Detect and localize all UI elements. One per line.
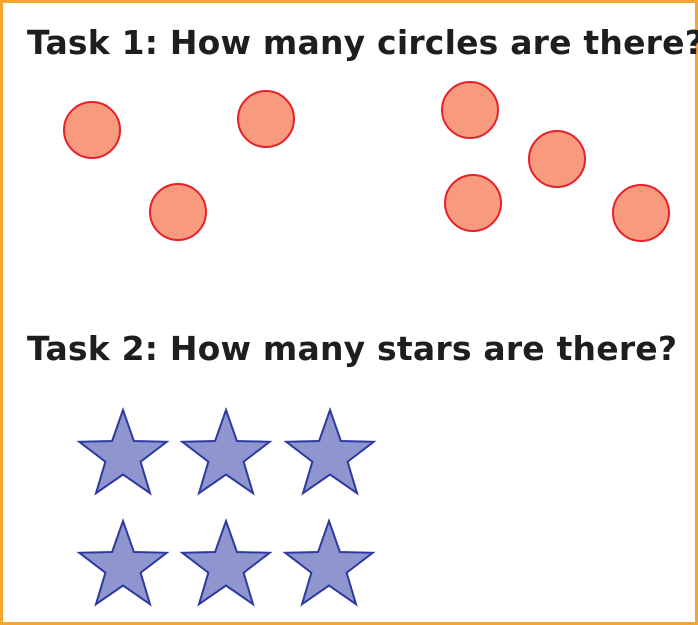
circle <box>63 101 121 159</box>
star <box>179 517 273 607</box>
stars-group <box>76 406 377 607</box>
circles-group <box>63 81 670 242</box>
circle <box>612 184 670 242</box>
circle <box>237 90 295 148</box>
circle <box>444 174 502 232</box>
star <box>179 406 273 496</box>
circle <box>528 130 586 188</box>
star <box>282 517 376 607</box>
task-2-title: Task 2: How many stars are there? <box>27 329 678 368</box>
star <box>76 517 170 607</box>
star <box>76 406 170 496</box>
circle <box>149 183 207 241</box>
circle <box>441 81 499 139</box>
star <box>283 406 377 496</box>
task-1-title: Task 1: How many circles are there? <box>27 23 698 62</box>
